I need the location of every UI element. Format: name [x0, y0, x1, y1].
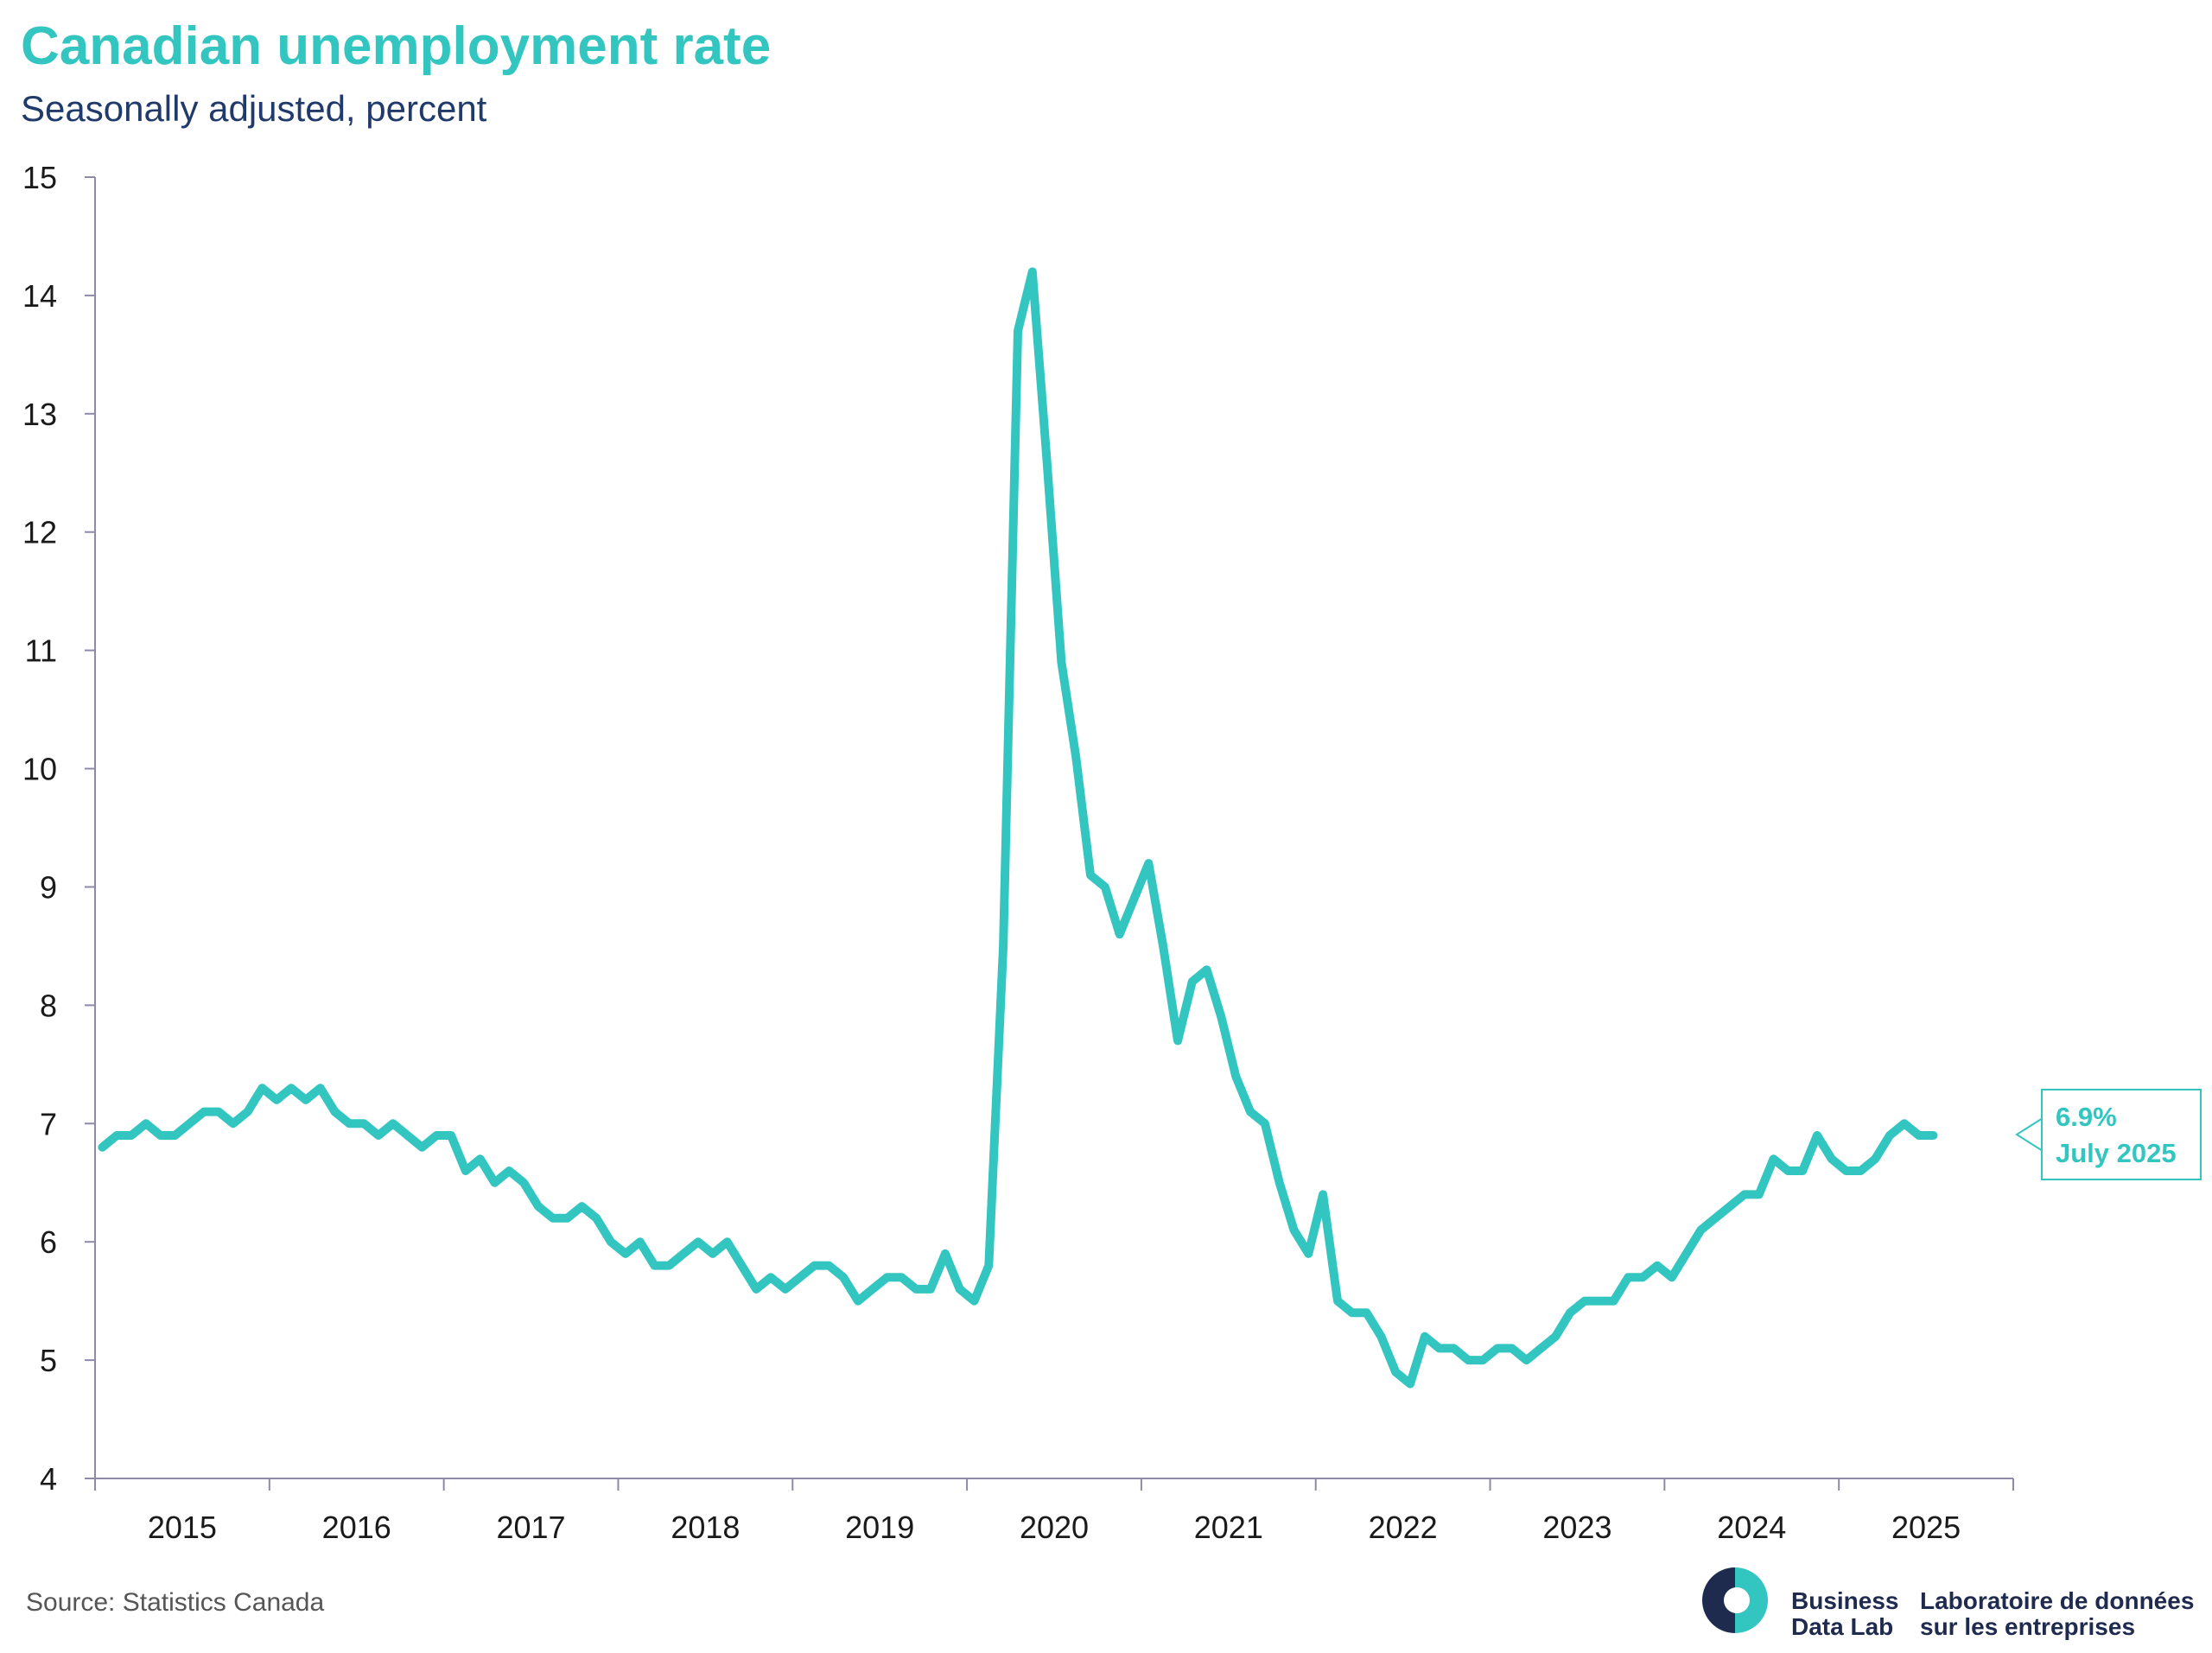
logo-text-french: Laboratoire de données sur les entrepris…: [1920, 1588, 2194, 1640]
business-data-lab-logo: [1702, 1567, 1768, 1633]
y-tick-label: 5: [40, 1343, 57, 1378]
callout-pointer: [2015, 1117, 2044, 1152]
y-tick-label: 8: [40, 988, 57, 1023]
x-tick-label: 2023: [1542, 1510, 1611, 1545]
x-tick-label: 2022: [1369, 1510, 1438, 1545]
logo-text-english: Business Data Lab: [1791, 1588, 1899, 1640]
x-tick-label: 2024: [1717, 1510, 1786, 1545]
x-tick-label: 2020: [1020, 1510, 1089, 1545]
chart-subtitle: Seasonally adjusted, percent: [21, 88, 487, 129]
logo-en-line2: Data Lab: [1791, 1613, 1894, 1640]
y-tick-label: 10: [22, 752, 57, 787]
latest-value-callout: 6.9% July 2025: [2041, 1089, 2202, 1180]
y-tick-label: 7: [40, 1106, 57, 1141]
y-tick-label: 4: [40, 1461, 57, 1497]
y-tick-label: 9: [40, 869, 57, 905]
callout-date: July 2025: [2056, 1138, 2177, 1168]
y-tick-label: 11: [25, 633, 57, 669]
y-tick-label: 13: [22, 397, 57, 432]
x-tick-label: 2017: [496, 1510, 565, 1545]
x-tick-label: 2015: [148, 1510, 217, 1545]
logo-fr-line1: Laboratoire de données: [1920, 1587, 2195, 1614]
x-tick-label: 2018: [671, 1510, 740, 1545]
x-tick-label: 2025: [1891, 1510, 1961, 1545]
callout-value: 6.9%: [2056, 1102, 2117, 1132]
x-tick-label: 2019: [845, 1510, 914, 1545]
series-line: [98, 267, 1938, 1389]
x-tick-label: 2021: [1194, 1510, 1263, 1545]
logo-fr-line2: sur les entreprises: [1920, 1613, 2136, 1640]
y-tick-label: 14: [22, 278, 57, 314]
chart-title: Canadian unemployment rate: [21, 16, 772, 76]
y-tick-label: 6: [40, 1224, 57, 1260]
y-tick-label: 12: [22, 515, 57, 550]
logo-en-line1: Business: [1791, 1587, 1899, 1614]
source-note: Source: Statistics Canada: [26, 1588, 325, 1617]
y-tick-label: 15: [22, 160, 57, 195]
x-tick-label: 2016: [322, 1510, 391, 1545]
